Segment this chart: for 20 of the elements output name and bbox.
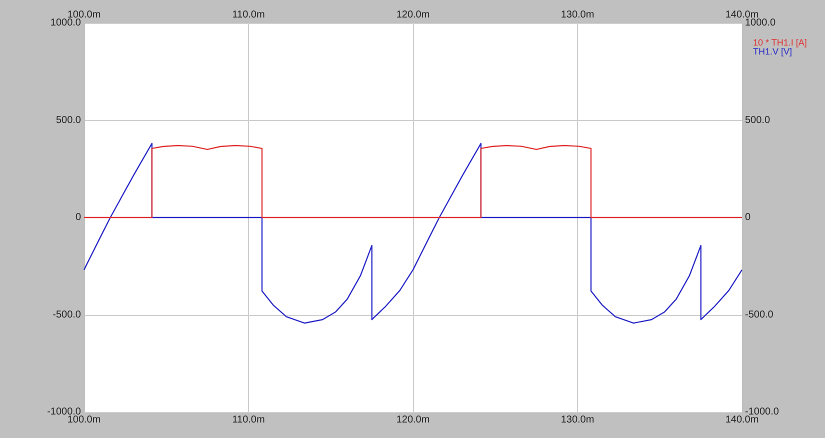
x-tick-label: 120.0m xyxy=(396,414,430,426)
x-tick-label: 130.0m xyxy=(560,414,594,426)
x-tick-label: 100.0m xyxy=(67,414,101,426)
y-tick-label: 0 xyxy=(75,212,82,223)
line-series xyxy=(83,142,743,324)
y-tick-label: 1000.0 xyxy=(50,18,82,28)
y-tick-label: 500.0 xyxy=(56,114,82,126)
y2-tick-label: 0 xyxy=(745,212,751,223)
x-tick-label: 140.0m xyxy=(725,414,759,426)
line-series xyxy=(83,144,743,218)
text: TH1.V [V] xyxy=(753,46,792,56)
y2-tick-label: 500.0 xyxy=(745,114,770,126)
y2-tick-label: 1000.0 xyxy=(745,18,776,28)
x2-tick-label: 110.0m xyxy=(232,10,265,20)
text: 10 * TH1.I [A] xyxy=(753,38,807,48)
y-tick-label: -500.0 xyxy=(52,309,82,320)
y2-tick-label: -500.0 xyxy=(745,309,774,320)
x2-tick-label: 120.0m xyxy=(396,10,430,20)
x-tick-label: 110.0m xyxy=(232,414,265,426)
x2-tick-label: 130.0m xyxy=(560,10,594,20)
